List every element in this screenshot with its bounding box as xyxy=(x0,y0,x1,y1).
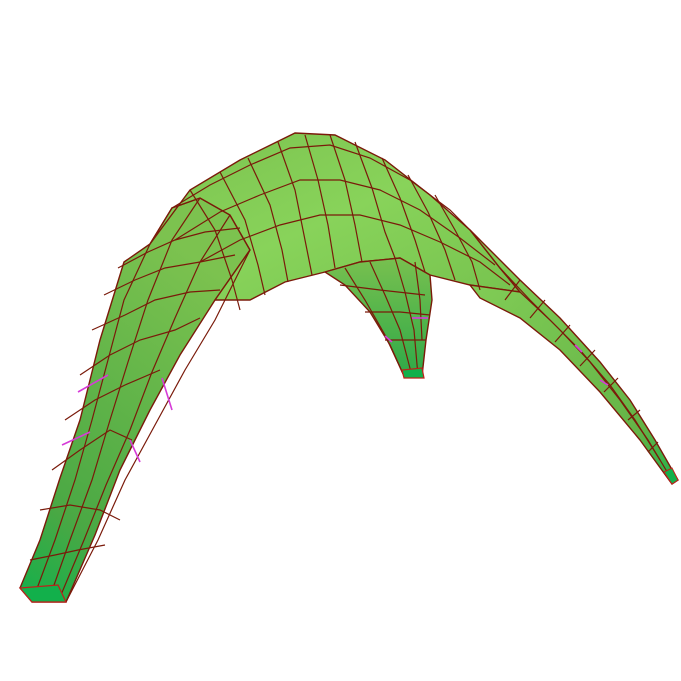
left-foot xyxy=(18,584,67,603)
inner-foot xyxy=(401,367,425,379)
mesh-lines xyxy=(29,134,673,603)
right-arm-surface xyxy=(468,229,679,485)
inner-leg-surface xyxy=(323,257,433,377)
right-foot xyxy=(663,467,679,485)
highlight-edges xyxy=(61,317,609,463)
